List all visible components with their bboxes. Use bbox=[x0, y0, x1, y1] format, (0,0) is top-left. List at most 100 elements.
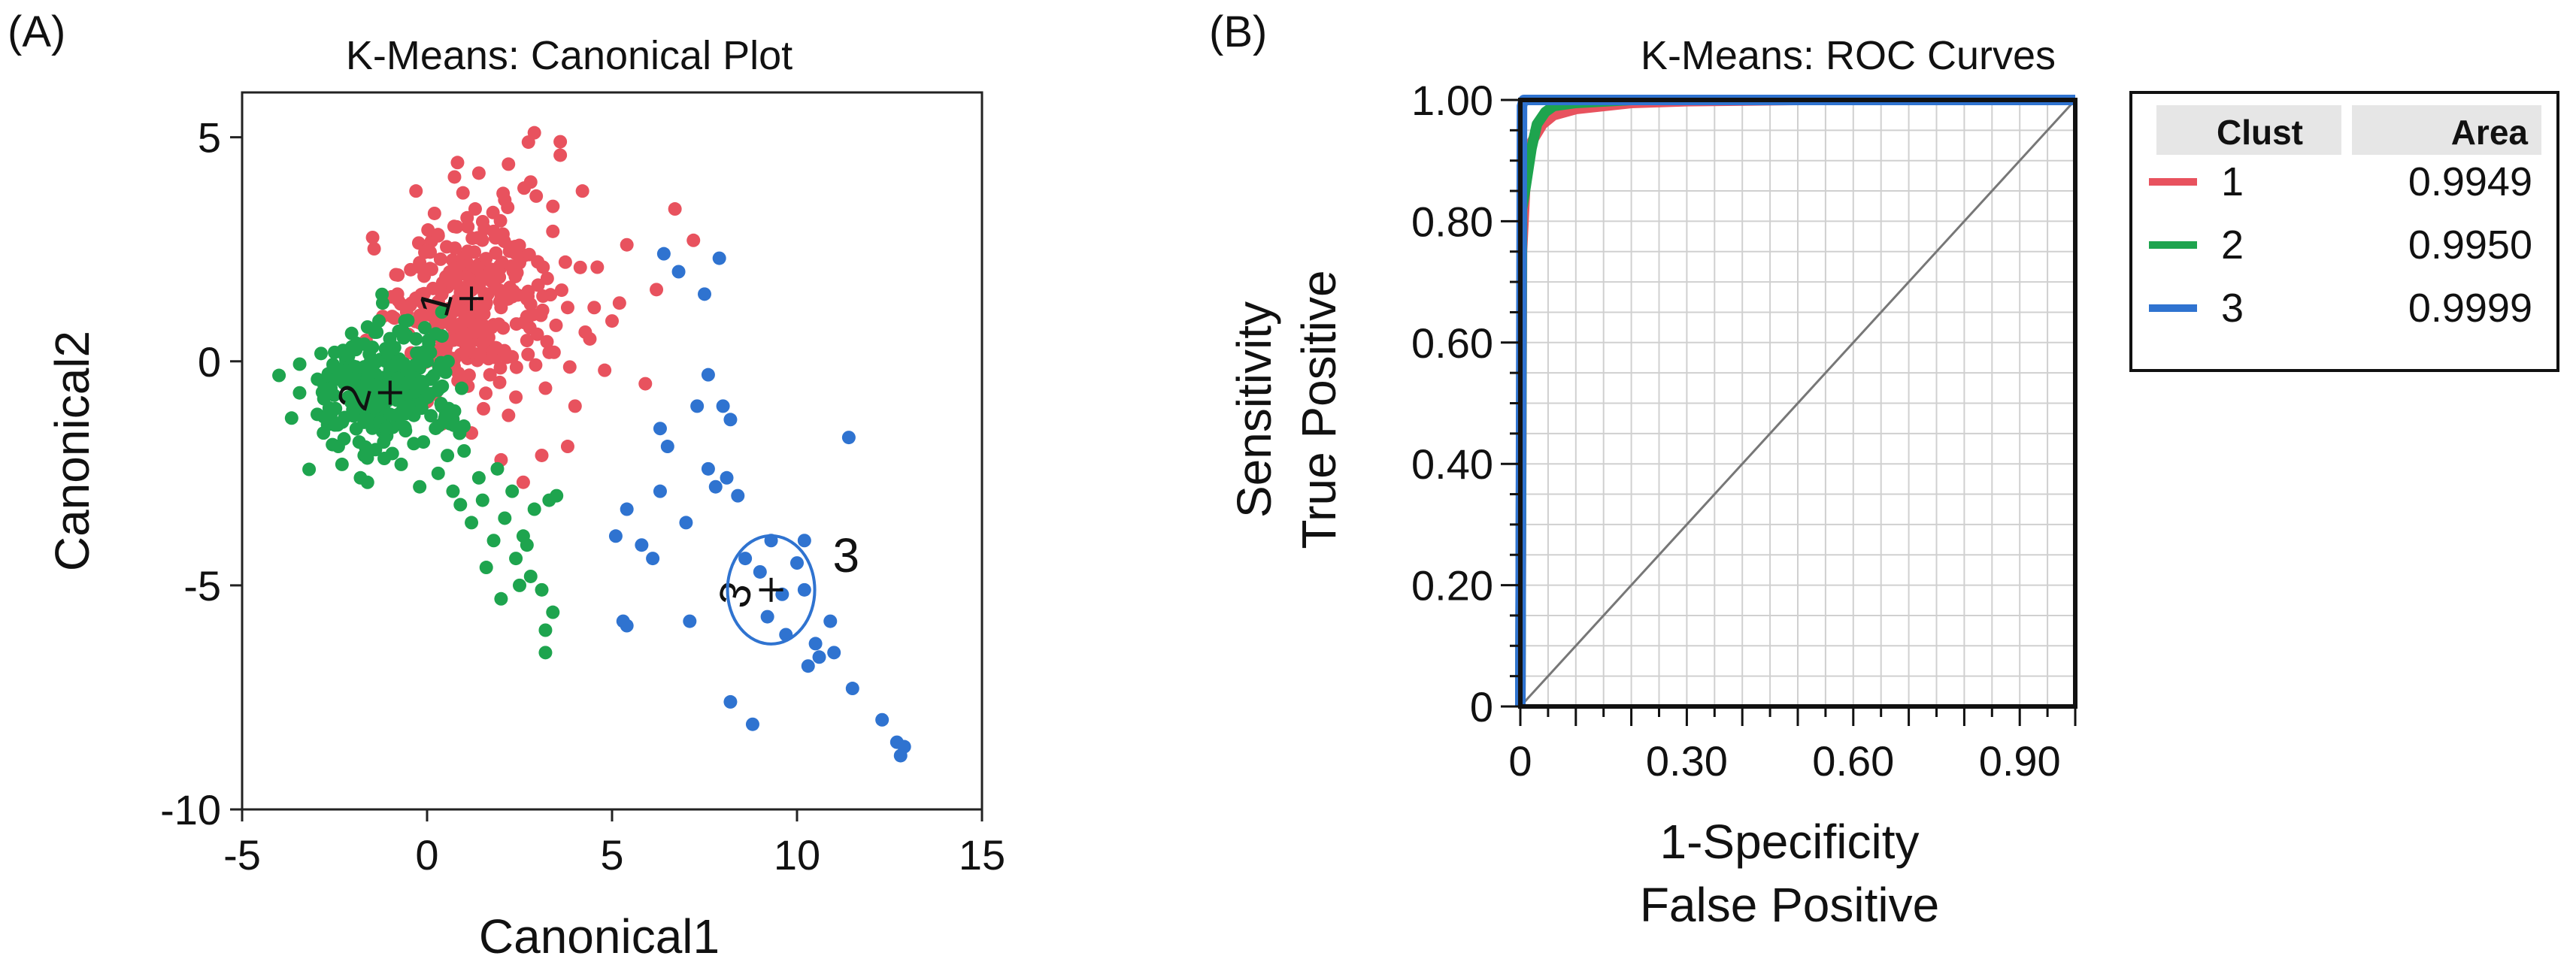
canonical-points-layer bbox=[272, 126, 911, 763]
cluster-2-point bbox=[362, 379, 376, 393]
cluster-1-point bbox=[470, 261, 484, 275]
cluster-1-point bbox=[413, 256, 427, 270]
cluster-2-point bbox=[398, 314, 412, 328]
cluster-2-point bbox=[357, 448, 371, 462]
cluster-2-point bbox=[408, 358, 422, 372]
cluster-1-point bbox=[535, 448, 549, 462]
cluster-1-point bbox=[575, 184, 589, 198]
cluster-3-point bbox=[671, 265, 686, 279]
cluster-2-point bbox=[520, 538, 534, 552]
cluster-2-point bbox=[513, 578, 526, 592]
cluster-1-point bbox=[460, 210, 474, 225]
cluster-3-point bbox=[716, 399, 730, 413]
cluster-3-point bbox=[797, 534, 811, 548]
roc-legend: Clust Area 1 0.9949 2 0.9950 3 0.9999 bbox=[2129, 91, 2559, 372]
cluster-2-point bbox=[375, 296, 389, 310]
cluster-1-point bbox=[421, 223, 435, 237]
cluster-2-point bbox=[546, 605, 560, 619]
cluster-2-point bbox=[538, 623, 553, 637]
cluster-2-point bbox=[550, 489, 564, 503]
cluster-2-point bbox=[385, 446, 399, 461]
cluster-1-point bbox=[475, 336, 489, 350]
cluster-3-point bbox=[679, 516, 693, 530]
roc-plot: K-Means: ROC Curves 0 0.30 0.60 0.90 1.00 0.… bbox=[1227, 33, 2559, 932]
cluster-2-point bbox=[357, 415, 371, 429]
canonical-x-tick-label: 10 bbox=[774, 831, 820, 879]
roc-y-tick-label: 0.60 bbox=[1411, 319, 1493, 367]
cluster-1-point bbox=[505, 289, 520, 304]
cluster-3-point bbox=[660, 440, 674, 454]
legend-header-area-bg bbox=[2352, 105, 2541, 155]
cluster-3-point bbox=[723, 694, 738, 709]
cluster-2-point bbox=[398, 421, 412, 435]
roc-x-axis-label-line2: False Positive bbox=[1640, 878, 1939, 932]
cluster-1-point bbox=[529, 189, 544, 203]
cluster-2-point bbox=[435, 305, 449, 319]
cluster-2-point bbox=[405, 377, 420, 391]
cluster-1-point bbox=[553, 135, 568, 149]
cluster-1-point bbox=[573, 260, 587, 274]
cluster-1-point bbox=[471, 166, 486, 180]
cluster-1-point bbox=[620, 237, 634, 252]
cluster-2-point bbox=[361, 368, 375, 382]
cluster-1-point bbox=[391, 268, 405, 282]
cluster-1-point bbox=[424, 262, 438, 277]
cluster-3-point bbox=[701, 461, 715, 476]
roc-y-ticks: 1.00 0.80 0.60 0.40 0.20 0 bbox=[1411, 77, 1520, 731]
cluster-2-point bbox=[471, 470, 486, 485]
cluster-3-point bbox=[683, 614, 697, 628]
canonical-x-ticks: -5 0 5 10 15 bbox=[223, 809, 1005, 879]
cluster-2-point bbox=[331, 440, 345, 454]
cluster-2-point bbox=[423, 372, 438, 386]
cluster-1-point bbox=[495, 256, 509, 270]
cluster-2-point bbox=[475, 493, 489, 507]
roc-y-tick-label: 1.00 bbox=[1411, 77, 1493, 124]
canonical-y-tick-label: 0 bbox=[198, 338, 221, 386]
canonical-plot-title: K-Means: Canonical Plot bbox=[346, 33, 792, 78]
cluster-1-point bbox=[450, 219, 464, 234]
cluster-1-point bbox=[516, 475, 530, 489]
roc-x-tick-label: 0 bbox=[1508, 737, 1532, 785]
cluster-1-point bbox=[462, 276, 477, 290]
cluster-1-point bbox=[475, 214, 489, 228]
cluster-1-point bbox=[498, 193, 512, 207]
roc-x-ticks: 0 0.30 0.60 0.90 bbox=[1508, 706, 2077, 785]
legend-clust-value: 3 bbox=[2221, 286, 2244, 331]
cluster-1-point bbox=[492, 375, 507, 389]
cluster-3-point bbox=[812, 650, 826, 664]
cluster-2-point bbox=[365, 390, 379, 404]
cluster-1-point bbox=[538, 381, 553, 395]
cluster-2-point bbox=[386, 358, 401, 373]
cluster-1-point bbox=[531, 278, 545, 292]
cluster-1-point bbox=[473, 346, 487, 361]
roc-y-tick-label: 0 bbox=[1470, 683, 1493, 731]
cluster-2-point bbox=[441, 449, 455, 463]
cluster-3-point bbox=[723, 413, 738, 427]
cluster-2-point bbox=[383, 407, 397, 422]
cluster-1-point bbox=[447, 170, 462, 184]
cluster-3-density-ellipse bbox=[726, 534, 817, 646]
cluster-1-point bbox=[534, 308, 548, 322]
cluster-3-point bbox=[731, 489, 745, 503]
roc-x-axis-label-line1: 1-Specificity bbox=[1660, 815, 1920, 869]
cluster-1-point bbox=[522, 247, 536, 262]
cluster-3-point bbox=[790, 556, 804, 570]
cluster-1-point bbox=[553, 148, 568, 162]
cluster-1-point bbox=[365, 230, 380, 244]
canonical-y-ticks: 5 0 -5 -10 bbox=[160, 114, 242, 833]
cluster-3-point bbox=[753, 564, 767, 579]
cluster-2-point bbox=[409, 331, 423, 346]
legend-header-area: Area bbox=[2451, 113, 2529, 152]
cluster-1-point bbox=[536, 289, 550, 304]
cluster-3-point bbox=[745, 717, 759, 731]
cluster-2-point bbox=[328, 418, 342, 432]
cluster-3-point bbox=[620, 619, 634, 633]
cluster-2-point bbox=[498, 511, 512, 525]
cluster-2-point bbox=[412, 346, 426, 360]
cluster-2-point bbox=[490, 461, 505, 476]
cluster-2-point bbox=[379, 422, 393, 436]
cluster-2-point bbox=[344, 326, 359, 340]
cluster-2-point bbox=[372, 314, 386, 328]
cluster-2-point bbox=[390, 371, 405, 386]
cluster-2-point bbox=[424, 409, 438, 423]
